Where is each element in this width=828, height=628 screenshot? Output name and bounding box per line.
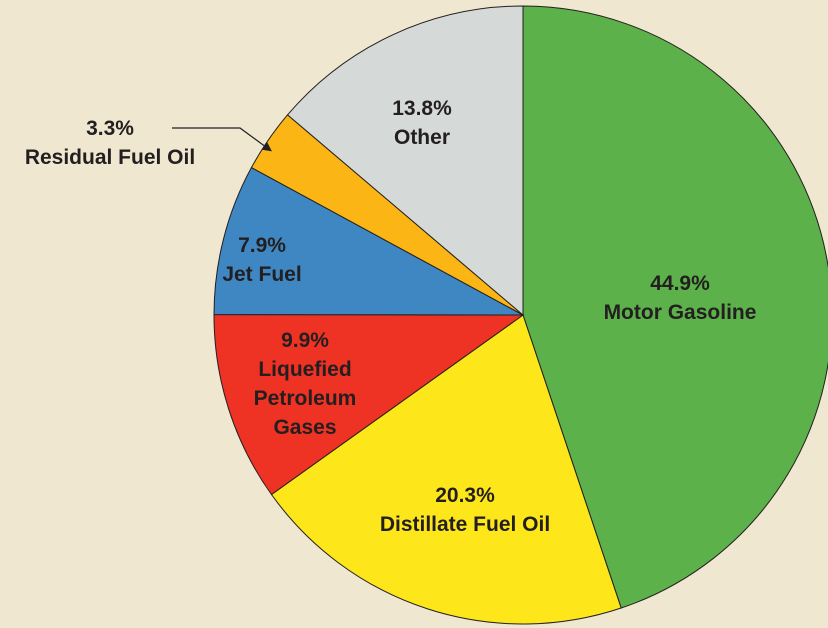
value-label: 3.3% (86, 117, 134, 140)
value-label: 9.9% (281, 329, 329, 352)
slice-label: 13.8% Other (322, 94, 522, 152)
slice-label: 7.9% Jet Fuel (162, 231, 362, 289)
pie-slice (213, 166, 524, 316)
category-label: Jet Fuel (222, 263, 302, 286)
value-label: 13.8% (392, 97, 452, 120)
category-label: Motor Gasoline (603, 301, 757, 324)
pie-slice (286, 5, 524, 317)
value-label: 44.9% (650, 272, 710, 295)
category-label: Residual Fuel Oil (24, 146, 196, 169)
slice-label: 9.9% Liquefied Petroleum Gases (240, 326, 370, 442)
slice-label: 3.3% Residual Fuel Oil (0, 114, 260, 172)
slice-label: 20.3% Distillate Fuel Oil (315, 481, 615, 539)
category-label: Other (393, 126, 450, 149)
value-label: 20.3% (435, 484, 495, 507)
pie-slice (213, 314, 525, 496)
category-label: Liquefied Petroleum Gases (253, 358, 357, 439)
category-label: Distillate Fuel Oil (379, 513, 551, 536)
pie-slice (270, 314, 622, 625)
value-label: 7.9% (238, 234, 286, 257)
slice-label: 44.9% Motor Gasoline (530, 269, 828, 327)
leader-line (172, 127, 272, 152)
